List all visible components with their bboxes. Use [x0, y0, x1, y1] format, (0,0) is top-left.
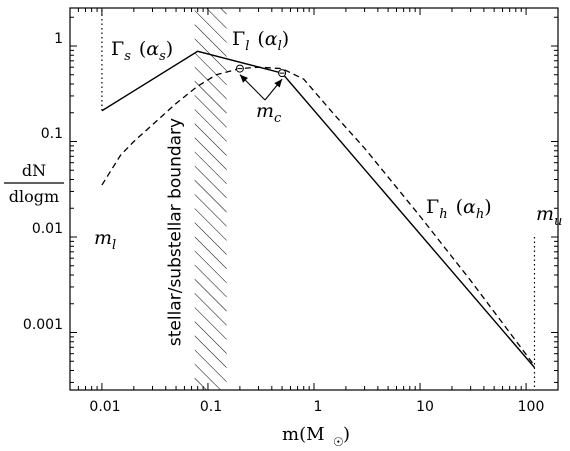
mc-arrows [239, 74, 283, 101]
gamma-l-close-paren: ) [282, 28, 289, 50]
x-axis-label-main: m(M [282, 424, 325, 445]
ml-label: ml [94, 227, 116, 253]
gamma-s-subscript: s [124, 49, 131, 64]
x-tick-label-1: 1 [314, 399, 323, 415]
gamma-h-annotation: Γh (αh) [426, 196, 492, 222]
x-axis-label: m(M ☉ ) [282, 424, 350, 449]
alpha-h-subscript: h [476, 207, 484, 222]
mc-symbol: m [256, 100, 274, 122]
gamma-l-subscript: l [245, 39, 249, 54]
boundary-label: stellar/substellar boundary [166, 118, 186, 346]
mu-label: mu [536, 203, 562, 229]
x-tick-label-0.1: 0.1 [200, 399, 222, 415]
x-axis-label-sun-symbol: ☉ [333, 435, 344, 449]
gamma-l-open-paren: ( [257, 28, 264, 50]
mc-subscript: c [274, 111, 282, 126]
y-axis-label: dN dlogm [4, 161, 64, 206]
ml-subscript: l [112, 238, 116, 253]
dashed-imf-line [101, 66, 535, 367]
mc-arrow-head-0 [239, 74, 248, 83]
gamma-h-subscript: h [439, 207, 447, 222]
gamma-h-open-paren: ( [456, 196, 463, 218]
gamma-h-symbol: Γ [426, 196, 439, 218]
mu-subscript: u [554, 214, 562, 229]
y-tick-label-0.1: 0.1 [41, 126, 63, 142]
alpha-l-subscript: l [278, 39, 282, 54]
characteristic-mass-markers [235, 64, 287, 78]
mu-symbol: m [536, 203, 554, 225]
mc-annotation: mc [256, 100, 282, 126]
y-tick-label-0.001: 0.001 [23, 317, 63, 333]
alpha-s-subscript: s [159, 49, 166, 64]
y-axis-label-numerator: dN [22, 161, 46, 180]
alpha-l-symbol: α [265, 28, 278, 50]
gamma-s-open-paren: ( [139, 38, 146, 60]
gamma-h-close-paren: ) [484, 196, 491, 218]
y-tick-label-0.01: 0.01 [32, 221, 63, 237]
gamma-s-annotation: Γs (αs) [111, 38, 173, 64]
alpha-h-symbol: α [463, 196, 476, 218]
gamma-s-symbol: Γ [111, 38, 124, 60]
mc-arrow-head-1 [274, 79, 283, 88]
x-axis-label-close: ) [343, 424, 350, 445]
substellar-boundary-hatch [194, 8, 227, 390]
alpha-s-symbol: α [146, 38, 159, 60]
axis-ticks [69, 8, 559, 390]
gamma-s-close-paren: ) [166, 38, 173, 60]
x-tick-label-0.01: 0.01 [89, 399, 120, 415]
y-tick-label-1: 1 [54, 31, 63, 47]
ml-symbol: m [94, 227, 112, 249]
x-tick-label-10: 10 [416, 399, 434, 415]
gamma-l-symbol: Γ [232, 28, 245, 50]
solid-imf-line [101, 50, 536, 368]
y-axis-label-denominator: dlogm [9, 187, 59, 206]
x-tick-label-100: 100 [518, 399, 545, 415]
gamma-l-annotation: Γl (αl) [232, 28, 289, 54]
